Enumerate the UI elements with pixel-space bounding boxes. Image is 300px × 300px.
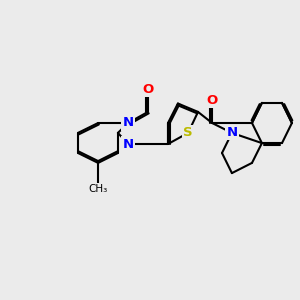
Text: O: O xyxy=(142,82,154,96)
Text: N: N xyxy=(122,137,134,151)
Text: O: O xyxy=(206,94,218,107)
Text: S: S xyxy=(183,126,193,140)
Text: N: N xyxy=(122,116,134,130)
Text: N: N xyxy=(226,126,238,140)
Text: CH₃: CH₃ xyxy=(88,184,108,194)
